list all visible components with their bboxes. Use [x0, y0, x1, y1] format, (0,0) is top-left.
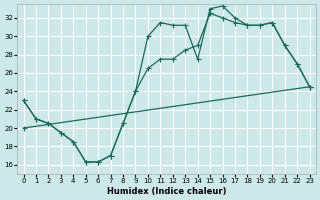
- X-axis label: Humidex (Indice chaleur): Humidex (Indice chaleur): [107, 187, 226, 196]
